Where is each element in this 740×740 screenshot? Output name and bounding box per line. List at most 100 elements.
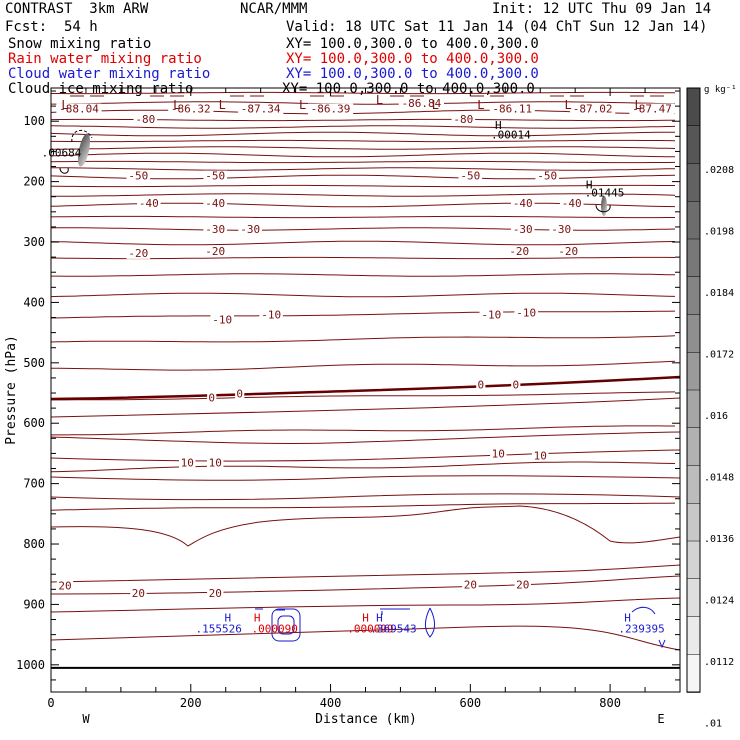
east-label: E — [657, 712, 664, 726]
temperature-contour — [50, 461, 676, 473]
forecast-label: Fcst: — [5, 19, 48, 35]
contour-label-bg — [462, 579, 479, 591]
colorbar-segment — [686, 427, 701, 467]
y-tick-label: 300 — [23, 235, 45, 249]
temperature-contour — [50, 256, 676, 260]
extremum-label: H — [586, 179, 593, 192]
contour-label-bg — [203, 197, 228, 209]
init-time: Init: 12 UTC Thu 09 Jan 14 — [492, 1, 712, 17]
colorbar-segment — [686, 465, 701, 504]
low-marker: L — [173, 98, 180, 112]
cloud-water-contour — [658, 639, 666, 649]
contour-label: -40 — [562, 197, 582, 210]
contour-label: -20 — [205, 245, 225, 258]
y-tick-label: 700 — [23, 477, 45, 491]
colorbar: g kg⁻¹ .0208 .0198 .0184 .0172 .016 .0148 .0136… — [686, 85, 737, 730]
contour-label: -86.32 — [171, 103, 211, 116]
contour-label-bg — [130, 587, 147, 599]
contour-label-bg — [549, 223, 573, 235]
colorbar-segment — [686, 201, 701, 240]
extremum-label: H — [624, 612, 631, 625]
colorbar-segment — [686, 654, 701, 693]
x-tick-label: 600 — [459, 696, 481, 710]
colorbar-label: .0124 — [704, 596, 734, 607]
y-tick-label: 600 — [23, 416, 45, 430]
contour-label-bg — [570, 103, 616, 115]
contour-label-bg — [476, 379, 486, 391]
contour-label: -87.34 — [241, 103, 281, 116]
colorbar-segment — [686, 125, 701, 165]
cloud-water-contour — [425, 607, 435, 638]
contour-labels: -88.04 -86.32 -87.34 -86.39 -86.84 -86.11 -87.… — [42, 93, 675, 636]
contour-label: 10 — [534, 449, 547, 462]
contour-label: -86.39 — [311, 103, 351, 116]
extremum-label: .01445 — [585, 186, 625, 199]
contour-label-bg — [238, 103, 284, 115]
colorbar-label: .016 — [704, 411, 728, 422]
contour-label-bg — [510, 223, 535, 235]
temperature-contour — [50, 152, 676, 158]
x-tick-label: 0 — [47, 696, 54, 710]
extremum-label: .000099 — [347, 623, 393, 636]
temperature-contour — [51, 91, 676, 95]
y-tick-label: 800 — [23, 537, 45, 551]
colorbar-segment — [686, 540, 701, 580]
colorbar-label: .0148 — [704, 473, 734, 484]
y-tick-label: 500 — [23, 356, 45, 370]
contour-label: -87.02 — [573, 103, 613, 116]
temperature-contour — [51, 360, 676, 371]
temperature-contour — [50, 505, 681, 547]
colorbar-unit: g kg⁻¹ — [704, 85, 737, 95]
contour-label: -20 — [558, 245, 578, 258]
contour-label: -10 — [481, 309, 501, 322]
snow-contour — [71, 129, 93, 143]
contour-label-bg — [532, 450, 549, 462]
temperature-contour — [50, 431, 681, 444]
cloud-water-contour — [631, 606, 656, 615]
cloud-water-contour — [380, 608, 410, 615]
mixing-ratio-features — [59, 129, 666, 649]
temperature-contour — [50, 240, 676, 246]
contour-label-bg — [56, 580, 74, 592]
temperature-contour — [51, 167, 676, 171]
contour-label: -80 — [453, 113, 473, 126]
field-snow-name: Snow mixing ratio — [8, 36, 152, 52]
contour-label-bg — [179, 457, 196, 469]
contour-label-bg — [207, 392, 217, 404]
contour-label: -50 — [205, 170, 225, 183]
contour-label-bg — [238, 223, 262, 235]
contour-label-bg — [207, 587, 224, 599]
contour-label-bg — [510, 197, 535, 209]
contour-label: -30 — [551, 223, 571, 236]
colorbar-label: .0198 — [704, 227, 734, 238]
contour-label-bg — [535, 170, 560, 182]
contour-label: 0 — [208, 391, 215, 404]
contour-label-bg — [207, 457, 224, 469]
extremum-label: .00014 — [491, 129, 531, 142]
extremum-label: H — [376, 612, 383, 625]
contour-label: -50 — [460, 170, 480, 183]
y-tick-label: 200 — [23, 175, 45, 189]
contour-label: -30 — [240, 223, 260, 236]
cloud-ice-shading — [601, 196, 607, 216]
extremum-label: .00684 — [42, 147, 82, 160]
contour-label: 10 — [181, 457, 194, 470]
field-rain-xy: XY= 100.0,300.0 to 400.0,300.0 — [286, 51, 539, 67]
temperature-contour — [50, 160, 676, 164]
contour-label-bg — [489, 103, 535, 115]
contour-label: 20 — [516, 579, 529, 592]
contour-label-bg — [479, 309, 504, 321]
temperature-contour — [51, 273, 676, 277]
west-label: W — [82, 712, 90, 726]
contour-label-bg — [514, 579, 531, 591]
temperature-contour — [50, 625, 681, 651]
extremum-label: H — [254, 612, 261, 625]
temperature-contour — [51, 425, 675, 436]
cloud-water-contour — [255, 608, 285, 611]
extremum-label: H — [495, 119, 502, 132]
colorbar-label: .0136 — [704, 534, 734, 545]
contour-label-bg — [307, 103, 354, 115]
contour-label: -50 — [128, 170, 148, 183]
extremum-label: .369543 — [370, 623, 416, 636]
